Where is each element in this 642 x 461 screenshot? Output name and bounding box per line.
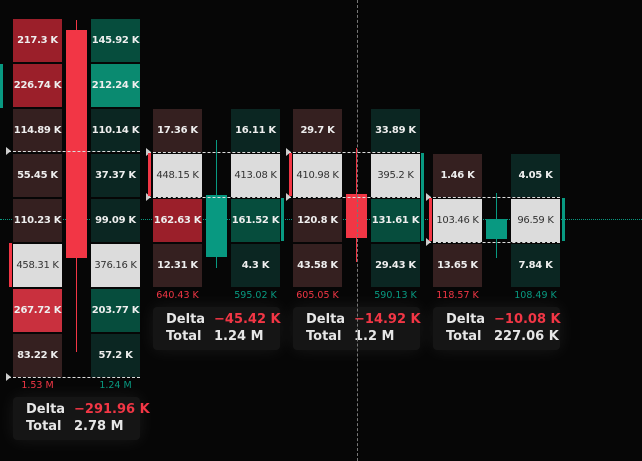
bid-volume-cell: 55.45 K	[13, 154, 62, 197]
imbalance-bar	[429, 198, 432, 241]
bid-volume-cell: 12.31 K	[153, 244, 202, 287]
ask-volume-cell: 161.52 K	[231, 199, 280, 242]
bid-volume-cell: 267.72 K	[13, 289, 62, 332]
total-value: 2.78 M	[74, 419, 124, 434]
ask-volume-cell: 29.43 K	[371, 244, 420, 287]
bid-volume-cell: 448.15 K	[153, 154, 202, 197]
ask-volume-cell: 110.14 K	[91, 109, 140, 152]
bid-total: 605.05 K	[296, 290, 339, 301]
ask-volume-cell: 96.59 K	[511, 199, 560, 242]
value-area-line	[428, 242, 560, 243]
bid-volume-cell: 217.3 K	[13, 19, 62, 62]
delta-label: Delta	[446, 312, 486, 327]
bid-volume-cell: 83.22 K	[13, 334, 62, 377]
total-label: Total	[446, 329, 482, 344]
delta-value: −10.08 K	[494, 312, 561, 327]
bid-volume-cell: 410.98 K	[293, 154, 342, 197]
value-area-line	[288, 152, 420, 153]
delta-row: Delta −14.92 K	[306, 312, 421, 327]
crosshair-vertical-line	[357, 0, 358, 461]
delta-label: Delta	[306, 312, 346, 327]
total-row: Total 227.06 K	[446, 329, 559, 344]
value-area-line	[148, 197, 280, 198]
imbalance-bar	[421, 153, 424, 241]
bid-volume-cell: 13.65 K	[433, 244, 482, 287]
bid-volume-cell: 43.58 K	[293, 244, 342, 287]
delta-label: Delta	[26, 402, 66, 417]
value-area-line	[288, 197, 420, 198]
candle-body[interactable]	[66, 30, 87, 258]
value-area-line	[8, 151, 140, 152]
delta-label: Delta	[166, 312, 206, 327]
delta-row: Delta −45.42 K	[166, 312, 281, 327]
ask-volume-cell: 4.3 K	[231, 244, 280, 287]
value-area-line	[8, 377, 140, 378]
ask-total: 1.24 M	[99, 380, 132, 391]
bid-total: 1.53 M	[21, 380, 54, 391]
bid-volume-cell: 458.31 K	[13, 244, 62, 287]
bid-volume-cell: 29.7 K	[293, 109, 342, 152]
bid-volume-cell: 120.8 K	[293, 199, 342, 242]
ask-volume-cell: 33.89 K	[371, 109, 420, 152]
ask-volume-cell: 16.11 K	[231, 109, 280, 152]
bid-volume-cell: 103.46 K	[433, 199, 482, 242]
delta-row: Delta −10.08 K	[446, 312, 561, 327]
bid-total: 118.57 K	[436, 290, 479, 301]
delta-total-box: Delta −291.96 K Total 2.78 M	[13, 397, 150, 440]
total-value: 1.2 M	[354, 329, 395, 344]
value-area-line	[428, 197, 560, 198]
ask-volume-cell: 212.24 K	[91, 64, 140, 107]
ask-total: 595.02 K	[234, 290, 277, 301]
total-label: Total	[26, 419, 62, 434]
bid-total: 640.43 K	[156, 290, 199, 301]
total-value: 227.06 K	[494, 329, 559, 344]
delta-value: −14.92 K	[354, 312, 421, 327]
ask-volume-cell: 4.05 K	[511, 154, 560, 197]
ask-volume-cell: 99.09 K	[91, 199, 140, 242]
delta-total-box: Delta −14.92 K Total 1.2 M	[293, 307, 421, 350]
ask-volume-cell: 37.37 K	[91, 154, 140, 197]
candle-body[interactable]	[206, 195, 227, 257]
total-row: Total 1.2 M	[306, 329, 395, 344]
total-row: Total 2.78 M	[26, 419, 124, 434]
value-area-line	[148, 152, 280, 153]
ask-volume-cell: 145.92 K	[91, 19, 140, 62]
ask-volume-cell: 376.16 K	[91, 244, 140, 287]
delta-value: −45.42 K	[214, 312, 281, 327]
bid-volume-cell: 17.36 K	[153, 109, 202, 152]
total-label: Total	[166, 329, 202, 344]
ask-volume-cell: 57.2 K	[91, 334, 140, 377]
total-label: Total	[306, 329, 342, 344]
ask-total: 590.13 K	[374, 290, 417, 301]
imbalance-bar	[148, 153, 151, 196]
ask-volume-cell: 413.08 K	[231, 154, 280, 197]
imbalance-bar	[0, 64, 3, 108]
ask-volume-cell: 131.61 K	[371, 199, 420, 242]
ask-total: 108.49 K	[514, 290, 557, 301]
ask-volume-cell: 203.77 K	[91, 289, 140, 332]
total-value: 1.24 M	[214, 329, 264, 344]
delta-row: Delta −291.96 K	[26, 402, 150, 417]
delta-value: −291.96 K	[74, 402, 150, 417]
imbalance-bar	[281, 198, 284, 241]
bid-volume-cell: 226.74 K	[13, 64, 62, 107]
ask-volume-cell: 7.84 K	[511, 244, 560, 287]
delta-total-box: Delta −45.42 K Total 1.24 M	[153, 307, 281, 350]
imbalance-bar	[289, 153, 292, 196]
imbalance-bar	[562, 198, 565, 241]
bid-volume-cell: 162.63 K	[153, 199, 202, 242]
bid-volume-cell: 110.23 K	[13, 199, 62, 242]
candle-body[interactable]	[346, 194, 367, 238]
total-row: Total 1.24 M	[166, 329, 264, 344]
ask-volume-cell: 395.2 K	[371, 154, 420, 197]
candle-body[interactable]	[486, 219, 507, 239]
imbalance-bar	[9, 243, 12, 287]
bid-volume-cell: 1.46 K	[433, 154, 482, 197]
bid-volume-cell: 114.89 K	[13, 109, 62, 152]
delta-total-box: Delta −10.08 K Total 227.06 K	[433, 307, 561, 350]
